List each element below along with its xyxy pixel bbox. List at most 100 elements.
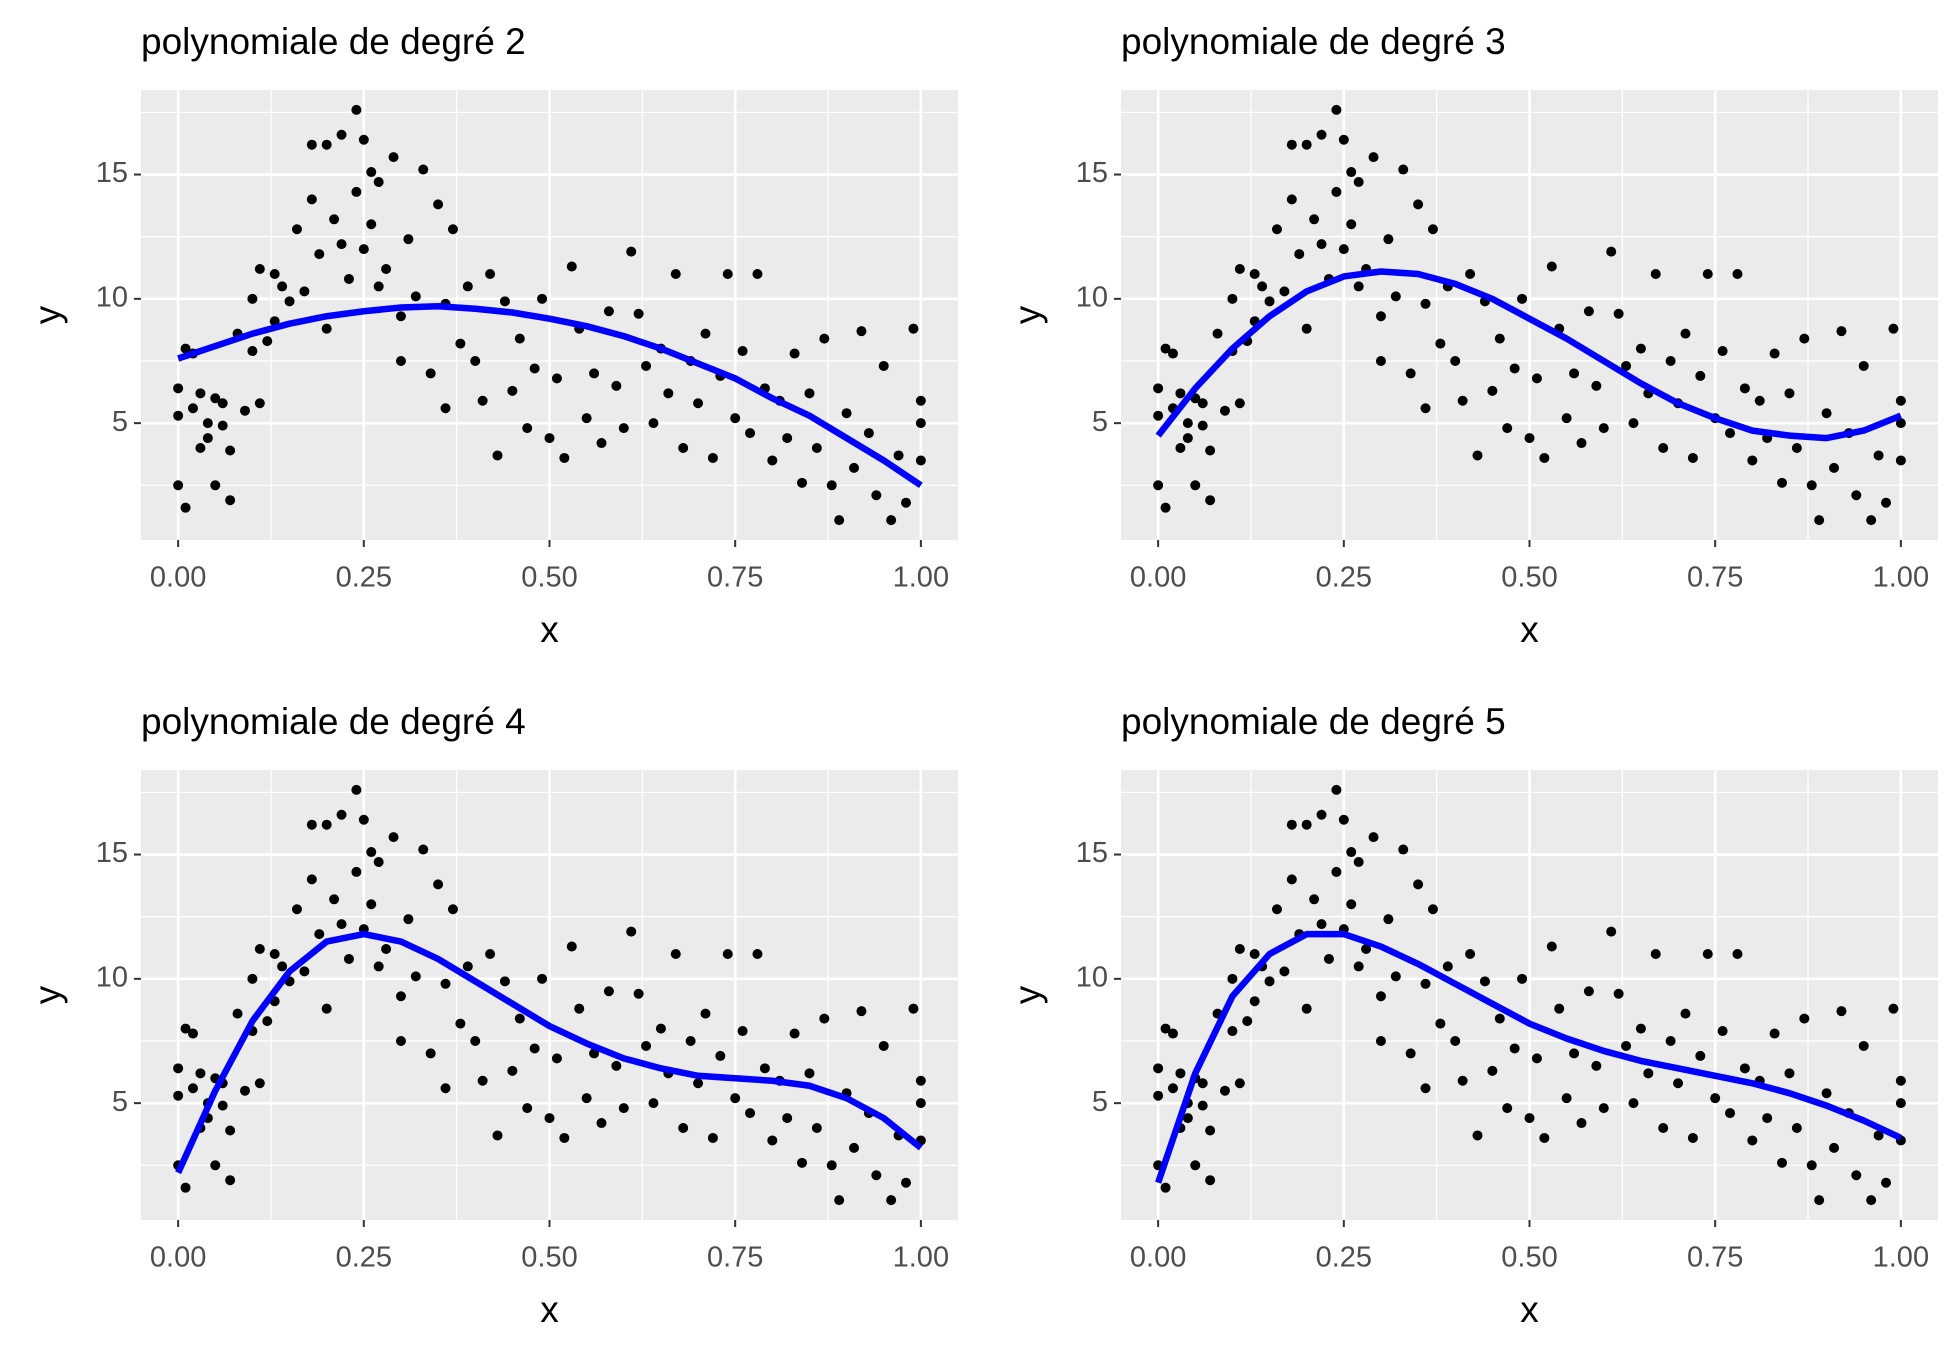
point <box>551 1053 562 1064</box>
point <box>1472 1130 1483 1141</box>
point <box>1190 480 1201 491</box>
point <box>373 961 384 972</box>
point <box>1769 1028 1780 1039</box>
point <box>1316 239 1327 250</box>
point <box>871 1170 882 1181</box>
point <box>522 423 533 434</box>
y-tick-label: 5 <box>112 406 128 438</box>
point <box>485 268 496 279</box>
point <box>804 388 815 399</box>
point <box>440 978 451 989</box>
point <box>395 1035 406 1046</box>
point <box>202 433 213 444</box>
fit-curve <box>1155 930 1903 1184</box>
panel-title: polynomiale de degré 2 <box>141 21 526 62</box>
point <box>1717 1026 1728 1037</box>
point <box>603 986 614 997</box>
point <box>893 450 904 461</box>
point <box>1791 443 1802 454</box>
point <box>908 323 919 334</box>
panel-title: polynomiale de degré 4 <box>141 701 526 742</box>
point <box>1405 368 1416 379</box>
y-tick-label: 15 <box>96 837 128 869</box>
point <box>1160 502 1171 513</box>
point <box>1160 1182 1171 1193</box>
point <box>1858 1040 1869 1051</box>
point <box>1390 291 1401 302</box>
fit-curve <box>177 303 923 489</box>
point <box>1643 1068 1654 1079</box>
point <box>811 443 822 454</box>
point <box>225 1125 236 1136</box>
point <box>915 418 926 429</box>
point <box>514 333 525 344</box>
point <box>1227 973 1238 984</box>
point <box>878 1040 889 1051</box>
point <box>1383 234 1394 245</box>
x-tick-label: 0.00 <box>150 1242 206 1274</box>
point <box>1635 1023 1646 1034</box>
point <box>217 1100 228 1111</box>
point <box>618 1103 629 1114</box>
point <box>1524 1113 1535 1124</box>
point <box>1576 438 1587 449</box>
point <box>1680 328 1691 339</box>
point <box>1829 462 1840 473</box>
y-tick-label: 10 <box>96 281 128 313</box>
point <box>306 139 317 150</box>
point <box>262 336 273 347</box>
y-tick-label: 15 <box>1076 837 1108 869</box>
point <box>1286 874 1297 885</box>
point <box>1591 1060 1602 1071</box>
point <box>1153 1090 1164 1101</box>
point <box>1881 1177 1892 1188</box>
point <box>618 423 629 434</box>
point <box>670 268 681 279</box>
point <box>462 961 473 972</box>
point <box>730 1093 741 1104</box>
point <box>1569 368 1580 379</box>
point <box>1687 1132 1698 1143</box>
point <box>1598 423 1609 434</box>
point <box>522 1103 533 1114</box>
point <box>492 1130 503 1141</box>
point <box>1301 323 1312 334</box>
point <box>730 413 741 424</box>
point <box>1346 167 1357 178</box>
point <box>1539 1132 1550 1143</box>
point <box>685 1035 696 1046</box>
panel-title: polynomiale de degré 3 <box>1121 21 1506 62</box>
y-tick-label: 10 <box>1076 281 1108 313</box>
point <box>343 953 354 964</box>
point <box>626 926 637 937</box>
point <box>1375 355 1386 366</box>
point <box>254 1078 265 1089</box>
point <box>180 343 191 354</box>
point <box>611 1060 622 1071</box>
point <box>1539 452 1550 463</box>
point <box>1762 1113 1773 1124</box>
point <box>485 948 496 959</box>
point <box>737 346 748 357</box>
x-tick-label: 0.50 <box>1501 1242 1557 1274</box>
point <box>663 388 674 399</box>
point <box>1851 490 1862 501</box>
point <box>1895 1075 1906 1086</box>
point <box>1695 370 1706 381</box>
point <box>551 373 562 384</box>
point <box>470 355 481 366</box>
point <box>277 961 288 972</box>
point <box>1249 996 1260 1007</box>
point <box>1635 343 1646 354</box>
x-axis-title: x <box>1520 1289 1539 1330</box>
point <box>395 355 406 366</box>
point <box>1301 139 1312 150</box>
point <box>1851 1170 1862 1181</box>
point <box>1650 948 1661 959</box>
x-tick-label: 0.50 <box>521 562 577 594</box>
point <box>477 1075 488 1086</box>
point <box>306 819 317 830</box>
point <box>841 408 852 419</box>
point <box>1153 1063 1164 1074</box>
